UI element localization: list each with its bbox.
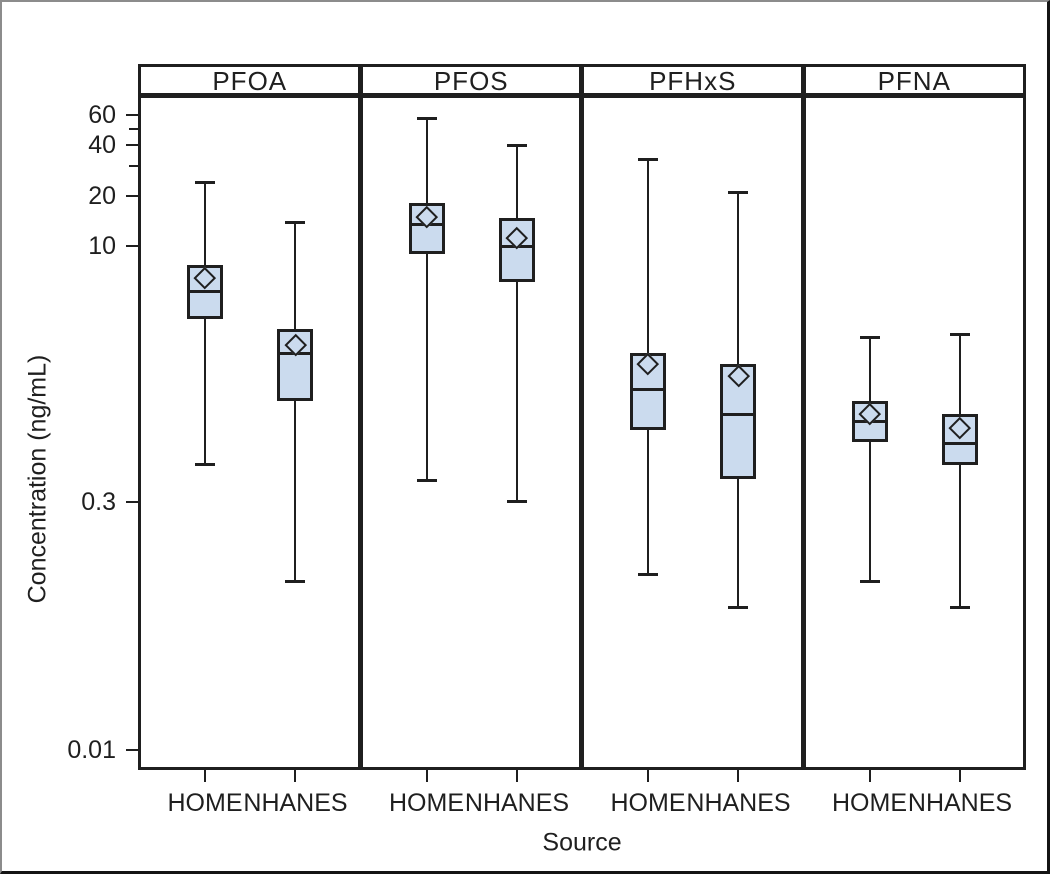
x-tick xyxy=(958,770,961,782)
y-tick-label: 20 xyxy=(88,181,116,210)
panel-header-pfhxs: PFHxS xyxy=(649,66,737,96)
x-tick xyxy=(737,770,740,782)
whisker-cap-low xyxy=(285,580,306,584)
whisker-line xyxy=(425,117,428,482)
y-tick-label: 0.3 xyxy=(81,488,116,517)
y-axis-line xyxy=(138,64,141,770)
whisker-cap-high xyxy=(416,116,437,120)
whisker-line xyxy=(515,145,518,503)
whisker-cap-high xyxy=(638,158,658,162)
whisker-cap-high xyxy=(285,220,306,224)
plot-right-border xyxy=(1023,64,1026,770)
x-tick-label-home: HOME xyxy=(832,789,907,817)
x-tick-label-nhanes: NHANES xyxy=(243,789,348,817)
y-tick-minor xyxy=(129,165,139,168)
y-tick-major xyxy=(126,245,139,248)
panel-divider xyxy=(800,64,806,767)
x-tick-label-nhanes: NHANES xyxy=(464,789,570,817)
whisker-cap-high xyxy=(949,333,970,337)
y-tick-label: 60 xyxy=(88,101,116,130)
whisker-cap-high xyxy=(728,191,749,195)
x-axis-title: Source xyxy=(542,828,622,857)
whisker-cap-low xyxy=(949,606,970,610)
x-tick-label-nhanes: NHANES xyxy=(907,789,1013,817)
x-axis-line xyxy=(138,767,1026,770)
whisker-line xyxy=(868,336,871,583)
y-tick-major xyxy=(126,749,139,752)
whisker-line xyxy=(294,221,297,583)
median-line xyxy=(187,289,223,293)
whisker-cap-low xyxy=(728,606,749,610)
box-nhanes xyxy=(720,363,757,480)
whisker-cap-low xyxy=(859,580,880,584)
x-tick-label-home: HOME xyxy=(167,789,243,817)
x-tick xyxy=(647,770,649,782)
median-line xyxy=(941,441,978,445)
whisker-line xyxy=(204,182,206,465)
x-tick xyxy=(515,770,518,782)
y-tick-minor xyxy=(129,127,139,130)
panel-header-pfos: PFOS xyxy=(433,66,509,96)
panel-header-pfoa: PFOA xyxy=(212,66,288,96)
y-tick-major xyxy=(126,114,139,117)
x-tick xyxy=(425,770,428,782)
y-tick-major xyxy=(126,194,139,197)
x-tick xyxy=(868,770,871,782)
y-axis-title: Concentration (ng/mL) xyxy=(23,354,52,604)
y-tick-label: 40 xyxy=(88,131,116,160)
y-tick-label: 10 xyxy=(88,232,116,261)
panel-header-pfna: PFNA xyxy=(877,66,951,96)
median-line xyxy=(720,412,757,416)
x-tick-label-nhanes: NHANES xyxy=(686,789,791,817)
whisker-cap-high xyxy=(859,335,880,339)
whisker-cap-low xyxy=(416,479,437,483)
box-nhanes xyxy=(941,414,978,465)
panel-divider xyxy=(579,64,584,767)
median-line xyxy=(630,388,666,392)
panel-divider xyxy=(357,64,363,767)
whisker-cap-high xyxy=(195,181,215,185)
x-tick-label-home: HOME xyxy=(610,789,686,817)
whisker-line xyxy=(958,334,961,609)
x-tick-label-home: HOME xyxy=(389,789,464,817)
whisker-cap-high xyxy=(506,144,527,148)
whisker-cap-low xyxy=(506,500,527,504)
x-tick xyxy=(294,770,297,782)
whisker-cap-low xyxy=(638,573,658,577)
x-tick xyxy=(204,770,206,782)
y-tick-label: 0.01 xyxy=(67,736,116,765)
y-tick-major xyxy=(126,501,139,504)
y-tick-major xyxy=(126,144,139,147)
whisker-cap-low xyxy=(195,462,215,466)
